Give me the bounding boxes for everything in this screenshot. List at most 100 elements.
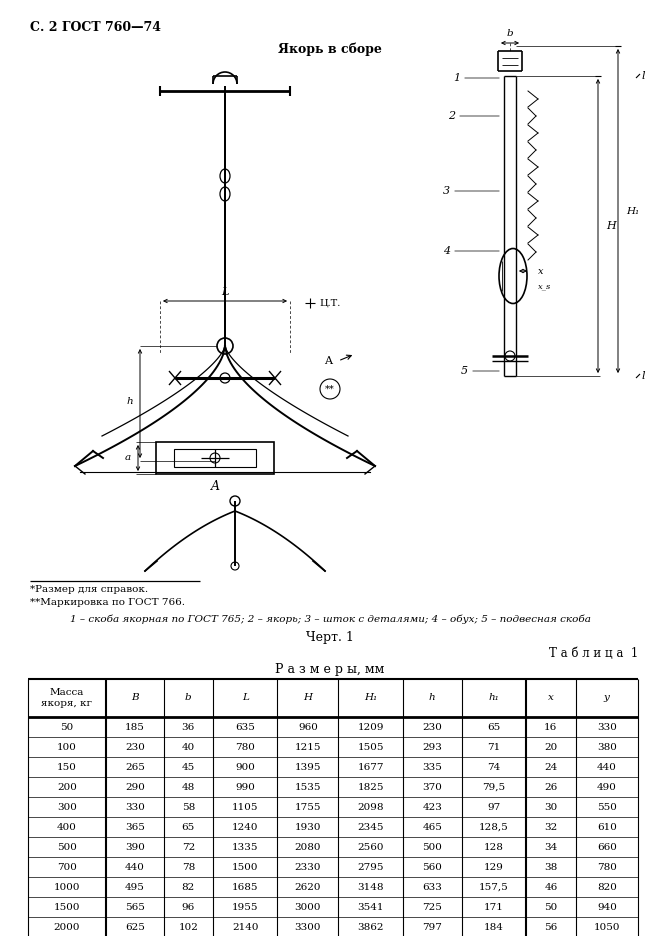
Text: 440: 440 <box>125 862 145 871</box>
Text: 2330: 2330 <box>295 862 321 871</box>
Text: 365: 365 <box>125 823 145 831</box>
Text: 625: 625 <box>125 923 145 931</box>
Text: 1105: 1105 <box>232 802 258 812</box>
Text: 380: 380 <box>597 742 617 752</box>
Text: 265: 265 <box>125 763 145 771</box>
Text: 500: 500 <box>422 842 442 852</box>
Text: 40: 40 <box>182 742 195 752</box>
Text: 465: 465 <box>422 823 442 831</box>
Text: a: a <box>125 454 131 462</box>
Text: 128,5: 128,5 <box>479 823 509 831</box>
Text: 990: 990 <box>235 782 255 792</box>
Text: 565: 565 <box>125 902 145 912</box>
Text: 1395: 1395 <box>295 763 321 771</box>
Text: 335: 335 <box>422 763 442 771</box>
Text: h: h <box>127 397 134 405</box>
Text: 3862: 3862 <box>358 923 384 931</box>
Text: 940: 940 <box>597 902 617 912</box>
Text: 2: 2 <box>448 111 455 121</box>
Text: 1505: 1505 <box>358 742 384 752</box>
Text: l: l <box>641 71 644 81</box>
Text: A: A <box>324 356 332 366</box>
Text: 390: 390 <box>125 842 145 852</box>
Text: L: L <box>221 287 229 297</box>
Text: 500: 500 <box>57 842 77 852</box>
Text: 102: 102 <box>178 923 198 931</box>
Text: 3148: 3148 <box>358 883 384 891</box>
Text: 78: 78 <box>182 862 195 871</box>
Text: 50: 50 <box>60 723 73 732</box>
Text: 820: 820 <box>597 883 617 891</box>
Text: 1335: 1335 <box>232 842 258 852</box>
Text: 2620: 2620 <box>295 883 321 891</box>
Text: 56: 56 <box>544 923 557 931</box>
Text: y: y <box>604 694 609 703</box>
Text: H₁: H₁ <box>626 207 639 215</box>
Text: Т а б л и ц а  1: Т а б л и ц а 1 <box>549 647 638 660</box>
Text: x: x <box>548 694 554 703</box>
Text: x: x <box>538 267 543 275</box>
Text: 725: 725 <box>422 902 442 912</box>
Text: 48: 48 <box>182 782 195 792</box>
Text: H: H <box>303 694 313 703</box>
Text: 660: 660 <box>597 842 617 852</box>
Text: 65: 65 <box>182 823 195 831</box>
Text: 490: 490 <box>597 782 617 792</box>
Text: h₁: h₁ <box>488 694 499 703</box>
Text: 1500: 1500 <box>232 862 258 871</box>
Text: 230: 230 <box>125 742 145 752</box>
Text: 16: 16 <box>544 723 557 732</box>
Text: 3300: 3300 <box>295 923 321 931</box>
Text: 1209: 1209 <box>358 723 384 732</box>
Text: 290: 290 <box>125 782 145 792</box>
Text: 46: 46 <box>544 883 557 891</box>
Text: 3000: 3000 <box>295 902 321 912</box>
Text: 74: 74 <box>487 763 500 771</box>
Text: 1240: 1240 <box>232 823 258 831</box>
Text: 2795: 2795 <box>358 862 384 871</box>
Text: 1755: 1755 <box>295 802 321 812</box>
Text: Якорь в сборе: Якорь в сборе <box>278 43 382 56</box>
Text: A: A <box>210 479 219 492</box>
Text: 797: 797 <box>422 923 442 931</box>
Text: 1825: 1825 <box>358 782 384 792</box>
Text: L: L <box>242 694 249 703</box>
Text: 370: 370 <box>422 782 442 792</box>
Text: 633: 633 <box>422 883 442 891</box>
Text: Ц.Т.: Ц.Т. <box>319 299 340 308</box>
Text: 150: 150 <box>57 763 77 771</box>
Bar <box>156 442 274 474</box>
Text: 960: 960 <box>298 723 318 732</box>
Text: 157,5: 157,5 <box>479 883 509 891</box>
Text: Р а з м е р ы, мм: Р а з м е р ы, мм <box>276 663 385 676</box>
Text: 79,5: 79,5 <box>483 782 506 792</box>
Text: 1955: 1955 <box>232 902 258 912</box>
Text: b: b <box>185 694 192 703</box>
Text: **: ** <box>325 385 335 393</box>
Text: 230: 230 <box>422 723 442 732</box>
Text: 45: 45 <box>182 763 195 771</box>
Text: 97: 97 <box>487 802 500 812</box>
Text: 36: 36 <box>182 723 195 732</box>
Text: 26: 26 <box>544 782 557 792</box>
Text: 495: 495 <box>125 883 145 891</box>
Text: 700: 700 <box>57 862 77 871</box>
Text: 300: 300 <box>57 802 77 812</box>
Bar <box>174 449 256 467</box>
Text: 185: 185 <box>125 723 145 732</box>
Text: x_s: x_s <box>538 282 551 290</box>
Text: 1000: 1000 <box>54 883 80 891</box>
Text: H₁: H₁ <box>364 694 377 703</box>
Text: 550: 550 <box>597 802 617 812</box>
Text: 2098: 2098 <box>358 802 384 812</box>
Text: 780: 780 <box>597 862 617 871</box>
Text: 2000: 2000 <box>54 923 80 931</box>
Text: 96: 96 <box>182 902 195 912</box>
Text: 1677: 1677 <box>358 763 384 771</box>
Text: 24: 24 <box>544 763 557 771</box>
Text: 65: 65 <box>487 723 500 732</box>
Text: 2560: 2560 <box>358 842 384 852</box>
Text: 32: 32 <box>544 823 557 831</box>
Text: 82: 82 <box>182 883 195 891</box>
Text: 1930: 1930 <box>295 823 321 831</box>
